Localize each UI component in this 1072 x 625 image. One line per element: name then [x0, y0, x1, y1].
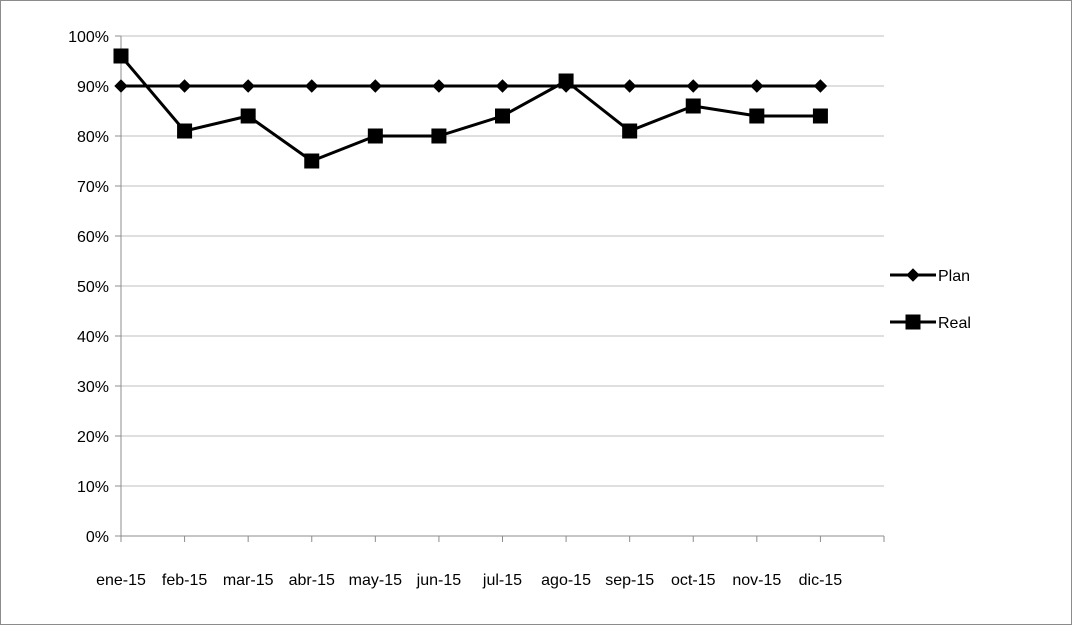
x-tick-label: nov-15 [732, 572, 781, 589]
x-tick-label: dic-15 [799, 572, 843, 589]
marker-real [113, 48, 129, 64]
y-tick-label: 80% [77, 129, 109, 146]
marker-plan [177, 79, 192, 93]
x-tick-label: mar-15 [223, 572, 274, 589]
x-tick-label: may-15 [349, 572, 402, 589]
x-tick-label: oct-15 [671, 572, 716, 589]
marker-plan [622, 79, 637, 93]
y-tick-label: 50% [77, 279, 109, 296]
x-tick-label: feb-15 [162, 572, 207, 589]
y-tick-label: 40% [77, 329, 109, 346]
y-tick-label: 10% [77, 479, 109, 496]
marker-plan [241, 79, 255, 93]
legend-entry-real: Real [890, 314, 971, 332]
legend-marker-square-icon [905, 314, 921, 330]
legend: Plan Real [890, 268, 971, 332]
y-tick-label: 30% [77, 379, 109, 396]
y-tick-label: 20% [77, 429, 109, 446]
x-tick-label: ago-15 [541, 572, 591, 589]
x-tick-label: sep-15 [605, 572, 654, 589]
gridlines [121, 35, 884, 487]
y-tick-label: 0% [86, 529, 109, 546]
marker-real [240, 108, 256, 124]
series-layer [113, 48, 828, 169]
y-tick-label: 70% [77, 179, 109, 196]
legend-entry-plan: Plan [890, 268, 970, 285]
marker-plan [813, 79, 828, 93]
marker-real [177, 123, 193, 139]
marker-plan [495, 79, 510, 93]
marker-real [622, 123, 638, 139]
y-axis-ticks: 0% 10% 20% 30% 40% 50% 60% 70% 80% 90% 100% [68, 29, 121, 546]
legend-label: Plan [938, 268, 970, 285]
marker-real [749, 108, 765, 124]
marker-plan [432, 79, 446, 93]
x-tick-label: ene-15 [96, 572, 146, 589]
x-tick-label: jul-15 [482, 572, 522, 589]
y-tick-label: 100% [68, 29, 109, 46]
y-tick-label: 60% [77, 229, 109, 246]
x-tick-label: abr-15 [289, 572, 335, 589]
marker-plan [750, 79, 764, 93]
legend-label: Real [938, 315, 971, 332]
marker-plan [305, 79, 319, 93]
marker-real [367, 128, 383, 144]
x-axis-ticks: ene-15 feb-15 mar-15 abr-15 may-15 jun-15 jul-… [96, 536, 885, 589]
marker-plan [686, 79, 700, 93]
y-tick-label: 90% [77, 79, 109, 96]
marker-real [558, 73, 574, 89]
x-tick-label: jun-15 [416, 572, 462, 589]
series-line-real [119, 55, 821, 163]
marker-real [812, 108, 828, 124]
marker-real [304, 153, 320, 169]
marker-real [495, 108, 510, 124]
marker-real [431, 128, 447, 144]
legend-marker-diamond-icon [906, 268, 920, 282]
marker-plan [368, 79, 383, 93]
marker-plan [114, 79, 128, 93]
marker-real [685, 98, 701, 114]
